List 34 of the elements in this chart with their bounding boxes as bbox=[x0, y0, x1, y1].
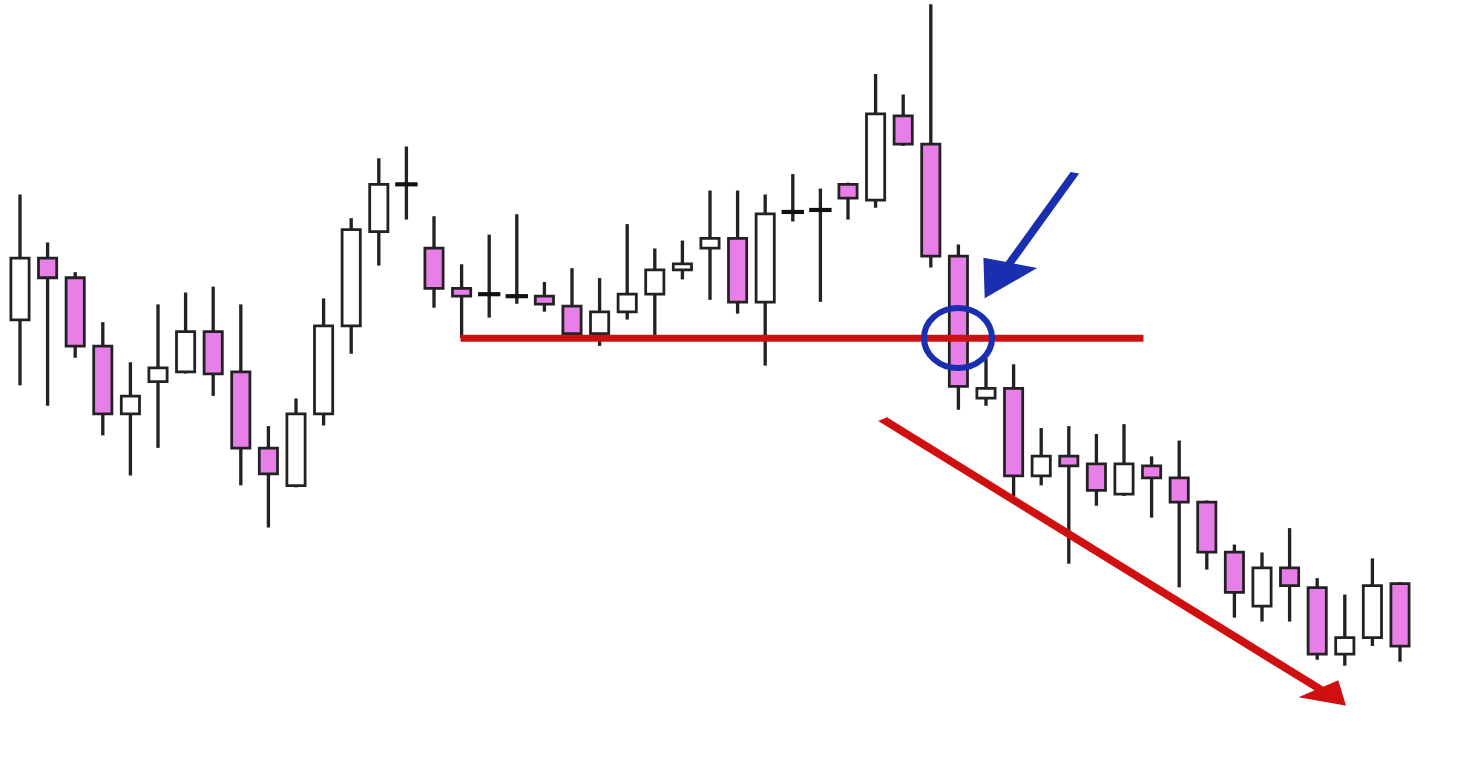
candlestick bbox=[561, 268, 583, 336]
candlestick bbox=[119, 362, 141, 476]
candlestick bbox=[837, 182, 859, 220]
candlestick bbox=[1058, 426, 1080, 564]
candlestick bbox=[1085, 434, 1107, 506]
candlestick bbox=[1251, 552, 1273, 622]
candlestick bbox=[451, 264, 473, 338]
candlestick bbox=[781, 174, 804, 222]
candlestick bbox=[589, 278, 611, 346]
candlestick bbox=[395, 146, 418, 220]
candlestick bbox=[368, 158, 390, 266]
candlestick bbox=[202, 286, 224, 396]
candlestick bbox=[644, 248, 666, 340]
candlestick bbox=[892, 94, 914, 146]
candlestick bbox=[1334, 594, 1356, 666]
candlestick bbox=[809, 188, 832, 302]
candlestick bbox=[505, 214, 528, 304]
candlestick bbox=[699, 190, 721, 300]
candlestick bbox=[478, 234, 501, 318]
candlestick bbox=[1168, 440, 1190, 588]
candlestick bbox=[423, 216, 445, 308]
candlestick bbox=[975, 358, 997, 406]
candlestick bbox=[533, 282, 555, 312]
candlestick bbox=[1141, 456, 1163, 518]
candlestick bbox=[1223, 544, 1245, 618]
candlestick bbox=[1279, 528, 1301, 622]
candlestick bbox=[616, 224, 638, 320]
candlestick bbox=[147, 304, 169, 448]
candlestick bbox=[671, 240, 693, 280]
candlestick bbox=[37, 242, 59, 406]
candlestick bbox=[257, 426, 279, 528]
candlestick bbox=[175, 292, 197, 374]
candlestick bbox=[1030, 428, 1052, 486]
candlestick bbox=[1113, 424, 1135, 496]
